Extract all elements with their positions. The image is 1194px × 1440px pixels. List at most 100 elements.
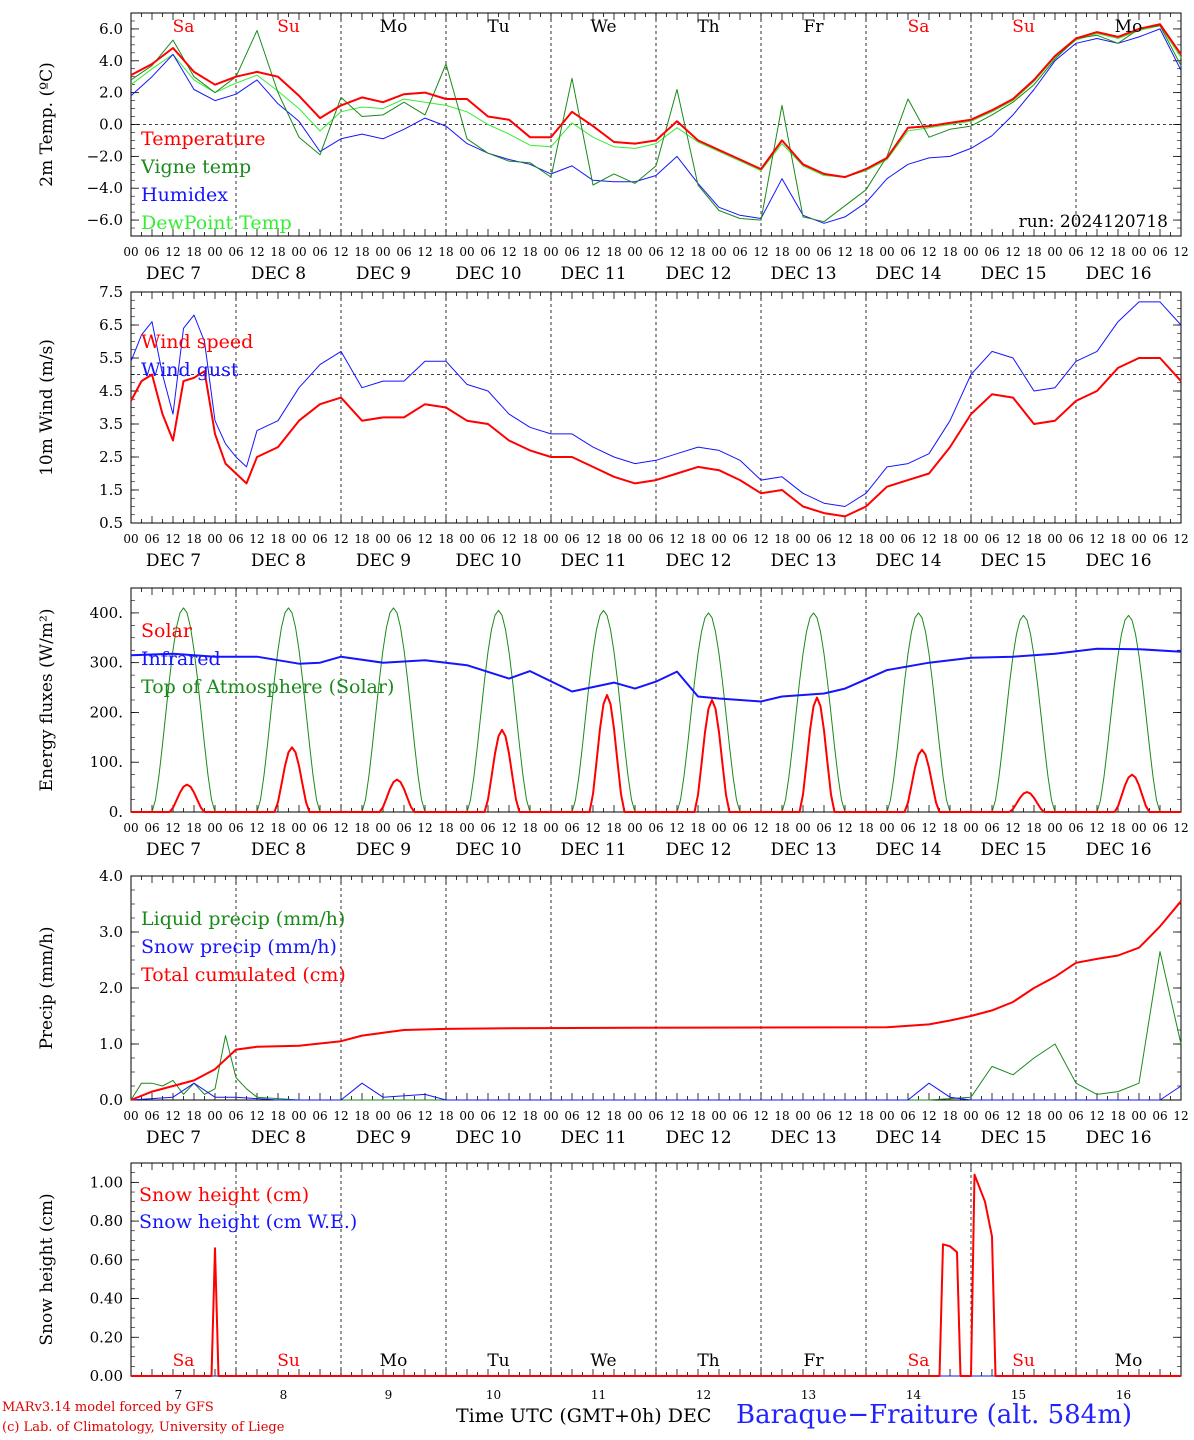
legend-liquid-precip-mm-h-: Liquid precip (mm/h) <box>141 908 345 930</box>
hour-tick-label: 12 <box>501 532 516 546</box>
hour-tick-label: 00 <box>711 821 726 835</box>
hour-tick-label: 00 <box>795 821 810 835</box>
hour-tick-label: 06 <box>900 245 915 259</box>
hour-tick-label: 06 <box>564 821 579 835</box>
hour-tick-label: 00 <box>627 821 642 835</box>
date-label: DEC 11 <box>560 551 626 571</box>
hour-tick-label: 12 <box>753 245 768 259</box>
date-label: DEC 14 <box>875 840 941 860</box>
date-label: DEC 8 <box>251 840 306 860</box>
hour-tick-label: 12 <box>249 1109 264 1123</box>
weekday-label: We <box>590 1351 616 1371</box>
day-number-label: 11 <box>591 1388 606 1402</box>
hour-tick-label: 00 <box>963 1109 978 1123</box>
hour-tick-label: 18 <box>858 1109 873 1123</box>
hour-tick-label: 12 <box>585 532 600 546</box>
date-label: DEC 8 <box>251 264 306 284</box>
hour-tick-label: 06 <box>1152 532 1167 546</box>
hour-tick-label: 12 <box>837 245 852 259</box>
series-snow-height-cm- <box>131 1173 1181 1377</box>
weekday-label: Su <box>277 1351 300 1371</box>
hour-tick-label: 00 <box>879 245 894 259</box>
hour-tick-label: 00 <box>459 532 474 546</box>
legend-solar: Solar <box>141 620 193 642</box>
hour-tick-label: 12 <box>501 245 516 259</box>
series-solar <box>131 694 1181 813</box>
hour-tick-label: 18 <box>186 532 201 546</box>
day-number-label: 8 <box>280 1388 288 1402</box>
hour-tick-label: 00 <box>459 245 474 259</box>
series-liquid-precip-mm-h- <box>130 951 1182 1101</box>
date-label: DEC 15 <box>980 840 1046 860</box>
y-tick-label: 4.5 <box>99 382 123 400</box>
date-label: DEC 13 <box>770 264 836 284</box>
hour-tick-label: 06 <box>1068 1109 1083 1123</box>
hour-tick-label: 18 <box>354 1109 369 1123</box>
series-infrared <box>130 647 1182 703</box>
hour-tick-label: 00 <box>795 245 810 259</box>
y-tick-label: 4.0 <box>99 867 123 885</box>
date-label: DEC 7 <box>146 264 201 284</box>
legend-humidex: Humidex <box>141 184 228 206</box>
hour-tick-label: 12 <box>165 532 180 546</box>
hour-tick-label: 06 <box>312 821 327 835</box>
series-total-cumulated-cm- <box>130 900 1182 1101</box>
hour-tick-label: 12 <box>501 1109 516 1123</box>
hour-tick-label: 12 <box>417 821 432 835</box>
hour-tick-label: 06 <box>1152 245 1167 259</box>
hour-tick-label: 18 <box>1026 821 1041 835</box>
weekday-label: Fr <box>804 1351 825 1371</box>
hour-tick-label: 00 <box>711 532 726 546</box>
hour-tick-label: 18 <box>1026 1109 1041 1123</box>
y-axis-label: Snow height (cm) <box>37 1193 57 1345</box>
hour-tick-label: 06 <box>648 821 663 835</box>
hour-tick-label: 00 <box>543 1109 558 1123</box>
y-tick-label: 7.5 <box>99 283 123 301</box>
panel-flux <box>130 587 1182 813</box>
hour-tick-label: 12 <box>921 821 936 835</box>
hour-tick-label: 18 <box>438 1109 453 1123</box>
hour-tick-label: 00 <box>375 532 390 546</box>
hour-tick-label: 06 <box>228 532 243 546</box>
hour-tick-label: 12 <box>1089 821 1104 835</box>
weekday-label: Su <box>1012 17 1035 37</box>
station-title: Baraque−Fraiture (alt. 584m) <box>736 1400 1133 1430</box>
hour-tick-label: 12 <box>249 821 264 835</box>
hour-tick-label: 00 <box>795 532 810 546</box>
hour-tick-label: 18 <box>774 245 789 259</box>
date-label: DEC 14 <box>875 264 941 284</box>
y-axis-label: Energy fluxes (W/m²) <box>37 609 57 792</box>
hour-tick-label: 06 <box>816 245 831 259</box>
plot-frame <box>130 587 1182 813</box>
hour-tick-label: 12 <box>417 245 432 259</box>
hour-tick-label: 00 <box>879 1109 894 1123</box>
hour-tick-label: 00 <box>459 821 474 835</box>
hour-tick-label: 18 <box>858 821 873 835</box>
hour-tick-label: 06 <box>564 245 579 259</box>
hour-tick-label: 00 <box>1047 1109 1062 1123</box>
hour-tick-label: 12 <box>837 1109 852 1123</box>
weekday-label: Mo <box>1115 1351 1143 1371</box>
hour-tick-label: 12 <box>669 1109 684 1123</box>
weekday-label: Mo <box>380 1351 408 1371</box>
hour-tick-label: 12 <box>1173 245 1188 259</box>
weekday-label: Mo <box>1115 17 1143 37</box>
hour-tick-label: 06 <box>1152 821 1167 835</box>
hour-tick-label: 12 <box>921 532 936 546</box>
series-humidex <box>130 28 1182 224</box>
weekday-label: Sa <box>908 1351 930 1371</box>
hour-tick-label: 06 <box>732 532 747 546</box>
hour-tick-label: 12 <box>1005 821 1020 835</box>
hour-tick-label: 18 <box>690 532 705 546</box>
y-tick-label: 1.5 <box>99 481 123 499</box>
legend-infrared: Infrared <box>141 648 221 670</box>
date-label: DEC 15 <box>980 551 1046 571</box>
hour-tick-label: 00 <box>123 532 138 546</box>
hour-tick-label: 12 <box>333 532 348 546</box>
day-number-label: 16 <box>1116 1388 1131 1402</box>
hour-tick-label: 06 <box>984 821 999 835</box>
hour-tick-label: 18 <box>1026 245 1041 259</box>
y-tick-label: 3.5 <box>99 415 123 433</box>
hour-tick-label: 00 <box>1047 532 1062 546</box>
hour-tick-label: 00 <box>1131 821 1146 835</box>
